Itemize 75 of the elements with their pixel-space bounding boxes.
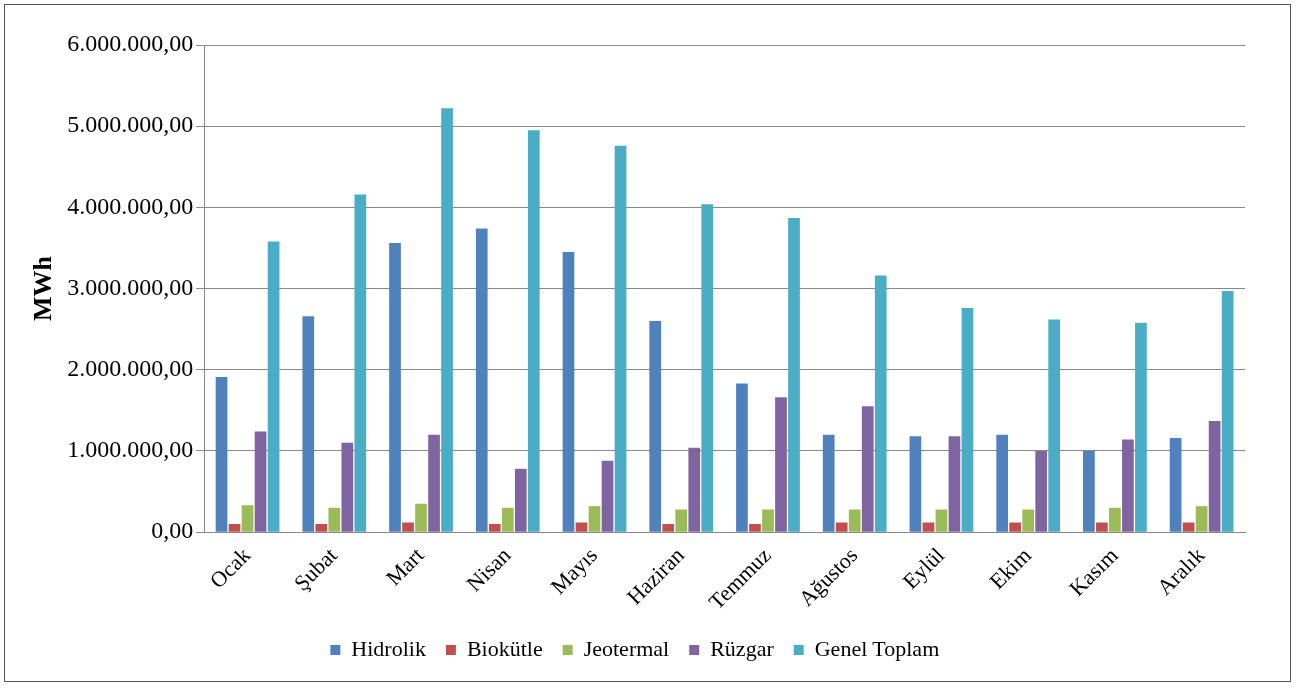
bar bbox=[688, 447, 701, 532]
bar bbox=[1009, 522, 1022, 532]
bar bbox=[601, 460, 614, 532]
bar bbox=[267, 241, 280, 532]
bar bbox=[527, 130, 540, 532]
bar bbox=[614, 145, 627, 532]
bar bbox=[861, 406, 874, 532]
bar bbox=[514, 468, 527, 532]
bar bbox=[948, 436, 961, 532]
bar bbox=[935, 509, 948, 532]
bar bbox=[961, 308, 974, 532]
legend-label: Rüzgar bbox=[710, 635, 775, 661]
bar bbox=[662, 524, 675, 532]
legend-label: Genel Toplam bbox=[814, 635, 940, 661]
bar bbox=[909, 436, 922, 532]
bar bbox=[302, 316, 315, 532]
y-tick-label: 5.000.000,00 bbox=[67, 111, 194, 138]
bar bbox=[775, 397, 787, 532]
y-axis-title: MWh bbox=[28, 255, 58, 322]
bar bbox=[328, 507, 341, 532]
bar bbox=[441, 108, 453, 532]
bar bbox=[1035, 450, 1048, 532]
bar bbox=[1169, 437, 1182, 532]
y-tick-label: 2.000.000,00 bbox=[67, 355, 194, 382]
bar bbox=[701, 204, 714, 532]
bar bbox=[835, 522, 848, 532]
bar bbox=[428, 434, 440, 532]
bar bbox=[341, 442, 354, 532]
legend-label: Hidrolik bbox=[351, 635, 426, 661]
bar bbox=[1096, 522, 1108, 532]
bar bbox=[501, 507, 514, 532]
bar bbox=[415, 503, 427, 532]
bar bbox=[736, 383, 748, 532]
y-tick-label: 1.000.000,00 bbox=[67, 436, 194, 463]
bar bbox=[1109, 507, 1121, 532]
bar bbox=[749, 524, 761, 532]
bar bbox=[1221, 291, 1234, 532]
bar bbox=[575, 522, 588, 532]
bar bbox=[922, 522, 935, 532]
bar bbox=[848, 509, 861, 532]
bar bbox=[475, 228, 488, 532]
bar bbox=[1048, 319, 1061, 532]
bar bbox=[649, 321, 662, 532]
bar bbox=[215, 377, 228, 532]
bar bbox=[1195, 506, 1208, 532]
bar bbox=[402, 522, 414, 532]
bar bbox=[1135, 322, 1147, 532]
y-tick-label: 4.000.000,00 bbox=[67, 192, 194, 219]
y-tick-label: 6.000.000,00 bbox=[67, 30, 194, 57]
y-tick-label: 3.000.000,00 bbox=[67, 273, 194, 300]
bar bbox=[254, 431, 267, 532]
bar bbox=[315, 524, 328, 532]
bar bbox=[354, 194, 367, 532]
y-tick-label: 0,00 bbox=[151, 517, 194, 544]
bar bbox=[762, 509, 774, 532]
bar bbox=[488, 524, 501, 532]
bar bbox=[675, 509, 688, 532]
bar bbox=[996, 434, 1008, 532]
bar bbox=[788, 217, 800, 532]
bar bbox=[241, 505, 254, 532]
bar bbox=[1208, 420, 1221, 532]
bar bbox=[562, 252, 575, 532]
bar bbox=[1022, 509, 1035, 532]
x-tick-label: Mart bbox=[380, 542, 429, 591]
legend-label: Biokütle bbox=[466, 635, 543, 661]
bar bbox=[822, 434, 835, 532]
bar bbox=[228, 524, 241, 532]
bar bbox=[1122, 439, 1134, 532]
legend-label: Jeotermal bbox=[583, 635, 670, 661]
bar bbox=[1182, 522, 1195, 532]
x-tick-label: Ocak bbox=[204, 542, 256, 593]
bar bbox=[1083, 450, 1095, 532]
bar bbox=[588, 506, 601, 532]
bar bbox=[874, 275, 887, 532]
bar bbox=[389, 243, 401, 532]
